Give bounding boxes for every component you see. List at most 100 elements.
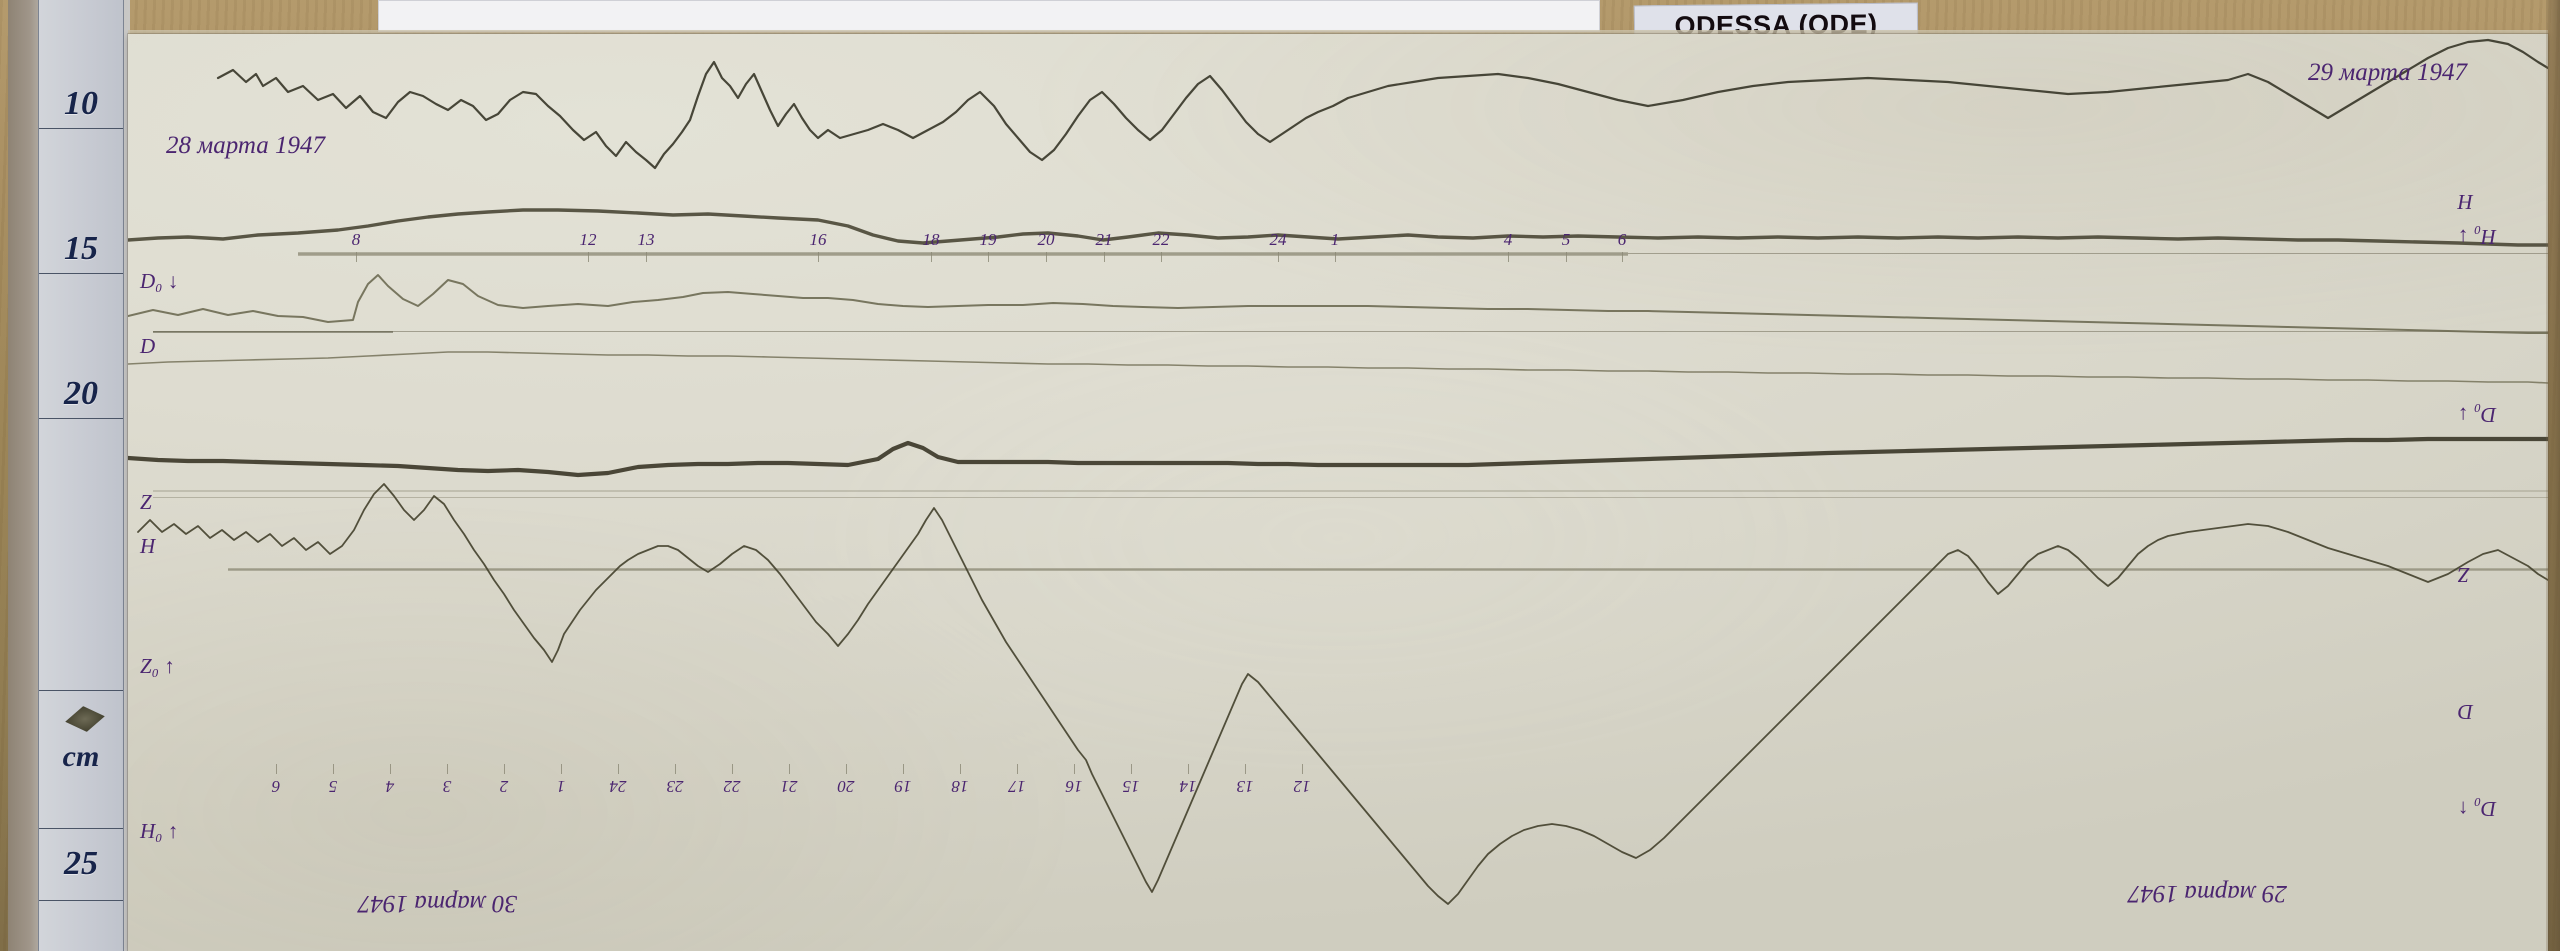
hour-tick-mark (960, 764, 961, 774)
hour-tick-label: 1 (1330, 230, 1340, 249)
element-label: D₀ ↓ (140, 269, 179, 293)
hour-axis-top-extension (1628, 253, 2548, 254)
element-label: D₀ ↓ (2458, 403, 2497, 427)
hour-tick-mark (646, 252, 647, 262)
hour-tick-label: 18 (922, 230, 940, 249)
trace-line (137, 483, 2548, 905)
hour-tick-label: 16 (809, 230, 827, 249)
h0-axis (228, 568, 2548, 571)
d-baseline (153, 331, 2548, 332)
element-label: Z (2458, 563, 2470, 587)
hour-tick-mark (356, 252, 357, 262)
hour-tick-label: 4 (385, 777, 395, 796)
hour-tick-label: 4 (1503, 230, 1513, 249)
hour-tick-mark (588, 252, 589, 262)
hour-tick-label: 19 (979, 230, 997, 249)
hour-tick-label: 6 (271, 777, 281, 796)
hour-tick-mark (846, 764, 847, 774)
ruler-tick (39, 273, 123, 274)
hour-tick-mark (333, 764, 334, 774)
element-label: H (2458, 190, 2474, 214)
hour-tick-label: 3 (442, 777, 452, 796)
hour-tick-mark (1161, 252, 1162, 262)
hour-tick-mark (1046, 252, 1047, 262)
trace-line (128, 208, 2548, 247)
trace-line (128, 351, 2548, 384)
hour-tick-label: 22 (723, 777, 741, 796)
hour-tick-mark (1335, 252, 1336, 262)
hour-tick-label: 24 (609, 777, 627, 796)
hour-tick-mark (1622, 252, 1623, 262)
element-label: D₀ ↑ (2458, 797, 2497, 821)
hour-tick-mark (675, 764, 676, 774)
ruler-label-25: 25 (64, 845, 98, 882)
hour-tick-mark (931, 252, 932, 262)
hour-tick-mark (1278, 252, 1279, 262)
cm-ruler: 10 15 20 cm 25 (38, 0, 124, 951)
hour-tick-mark (447, 764, 448, 774)
element-label: D (140, 334, 156, 358)
ruler-tick (39, 128, 123, 129)
hour-tick-mark (618, 764, 619, 774)
z-baseline (153, 497, 2548, 498)
hour-tick-label: 5 (1561, 230, 1571, 249)
magnetogram-sheet: 8 12 13 16 18 19 20 21 22 24 1 4 5 6 6 5 4 3 2 1 24 23 22 21 20… (128, 34, 2548, 951)
scanner-paper-strip (378, 0, 1600, 32)
date-bottom-left: 30 марта 1947 (358, 890, 517, 917)
hour-tick-label: 23 (666, 777, 684, 796)
ruler-mount: 10 15 20 cm 25 (8, 0, 130, 951)
ruler-tick (39, 418, 123, 419)
trace-canvas (128, 38, 2548, 905)
ruler-label-20: 20 (64, 375, 98, 412)
trace-line (216, 38, 2548, 170)
hour-tick-mark (1508, 252, 1509, 262)
hour-tick-label: 16 (1065, 777, 1083, 796)
ruler-unit-label: cm (62, 740, 100, 773)
hour-tick-label: 21 (1095, 230, 1113, 249)
hour-tick-mark (390, 764, 391, 774)
hour-tick-mark (561, 764, 562, 774)
hour-tick-mark (1302, 764, 1303, 774)
hour-tick-mark (903, 764, 904, 774)
hour-tick-label: 12 (579, 230, 597, 249)
hour-tick-mark (1188, 764, 1189, 774)
right-shadow-edge (2546, 0, 2560, 951)
hour-tick-mark (276, 764, 277, 774)
hour-tick-label: 13 (637, 230, 655, 249)
hour-tick-label: 20 (1037, 230, 1055, 249)
hour-tick-label: 13 (1236, 777, 1254, 796)
hour-axis-top (298, 252, 1628, 256)
element-label: H₀ ↓ (2458, 225, 2497, 249)
date-bottom-right: 29 марта 1947 (2128, 880, 2287, 907)
ruler-tick (39, 828, 123, 829)
hour-tick-label: 18 (951, 777, 969, 796)
hour-tick-mark (818, 252, 819, 262)
ruler-tick (39, 690, 123, 691)
element-label: D (2458, 700, 2474, 724)
hour-tick-label: 20 (837, 777, 855, 796)
ruler-label-10: 10 (64, 85, 98, 122)
element-label: H (140, 534, 156, 558)
hour-tick-mark (1104, 252, 1105, 262)
hour-tick-label: 2 (499, 777, 509, 796)
hour-tick-label: 15 (1122, 777, 1140, 796)
hour-tick-label: 12 (1293, 777, 1311, 796)
element-label: Z₀ ↑ (140, 654, 175, 678)
hour-tick-label: 24 (1269, 230, 1287, 249)
hour-tick-mark (732, 764, 733, 774)
ruler-label-15: 15 (64, 230, 98, 267)
hour-tick-mark (504, 764, 505, 774)
ruler-smudge (63, 703, 106, 734)
hour-tick-mark (1566, 252, 1567, 262)
date-top-left: 28 марта 1947 (166, 132, 325, 159)
hour-tick-label: 6 (1617, 230, 1627, 249)
element-label: Z (140, 490, 152, 514)
d-baseline-heavy (153, 331, 393, 333)
hour-tick-label: 14 (1179, 777, 1197, 796)
date-top-right: 29 марта 1947 (2308, 59, 2467, 86)
hour-tick-mark (1074, 764, 1075, 774)
hour-tick-mark (789, 764, 790, 774)
ruler-tick (39, 900, 123, 901)
hour-tick-label: 21 (780, 777, 798, 796)
